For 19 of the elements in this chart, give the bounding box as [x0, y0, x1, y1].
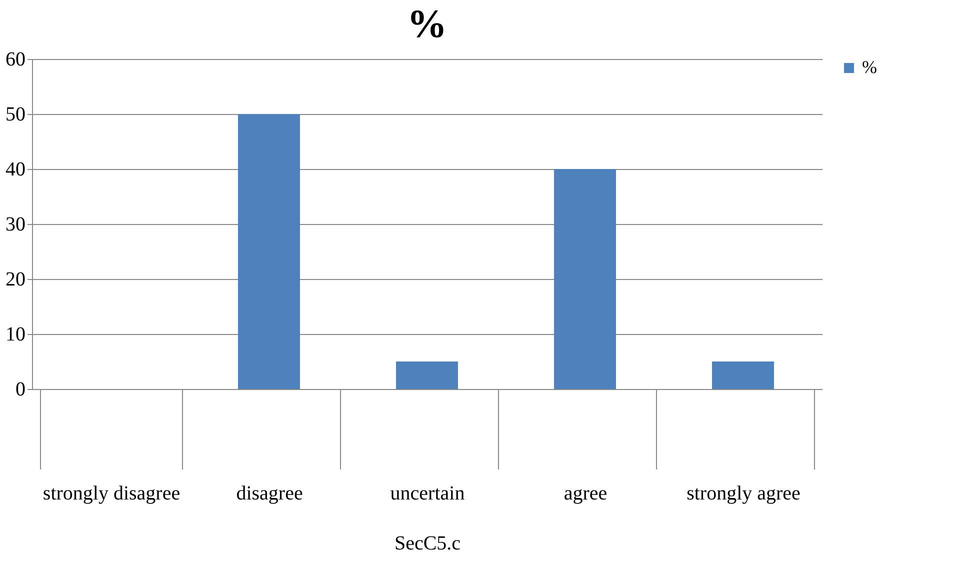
y-tick-label: 60 [6, 48, 26, 70]
x-tick-label: strongly disagree [42, 482, 180, 504]
legend-label: % [862, 57, 877, 77]
y-tick-label: 20 [6, 268, 26, 290]
y-tick-label: 40 [6, 158, 26, 180]
x-tick-label: agree [564, 482, 608, 504]
bar [396, 362, 458, 389]
x-tick-label: uncertain [390, 482, 465, 504]
chart-title: % [407, 1, 447, 46]
bar [554, 169, 616, 389]
y-tick-label: 10 [6, 324, 26, 346]
y-tick-label: 30 [6, 214, 26, 236]
x-axis-title: SecC5.c [394, 532, 461, 554]
y-tick-label: 50 [6, 104, 26, 126]
x-tick-label: disagree [236, 482, 303, 504]
bar [712, 362, 774, 389]
bar [238, 114, 300, 389]
x-tick-label: strongly agree [686, 482, 801, 504]
y-tick-label: 0 [16, 378, 26, 400]
